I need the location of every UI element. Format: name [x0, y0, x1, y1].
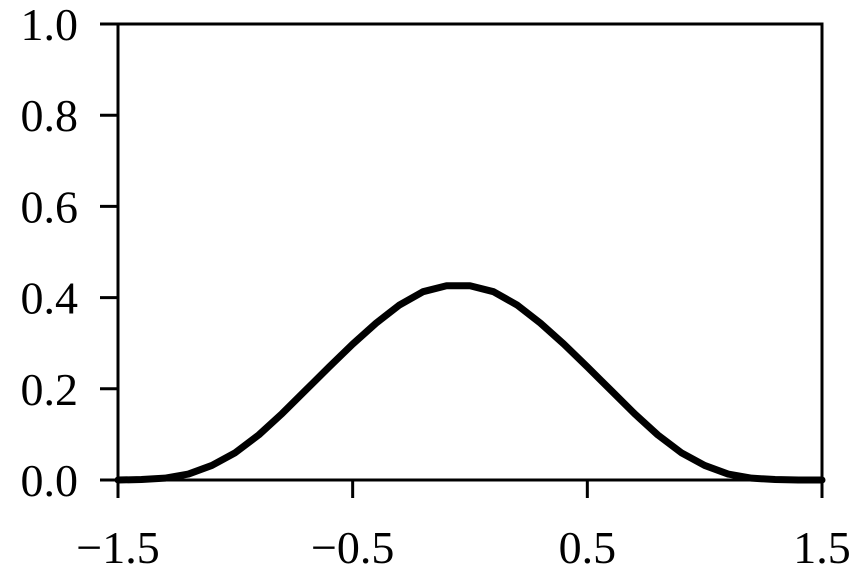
- plot-area: −1.5 −0.5 0.5 1.5 0.0 0.2 0.4 0.6 0.8 1.0: [21, 0, 851, 573]
- y-tick-label: 0.8: [21, 90, 79, 141]
- x-tick-label: 1.5: [793, 522, 851, 573]
- y-tick-label: 0.4: [21, 273, 79, 324]
- axes-frame: [116, 22, 824, 482]
- tick-labels: −1.5 −0.5 0.5 1.5 0.0 0.2 0.4 0.6 0.8 1.0: [21, 0, 851, 573]
- y-tick-label: 0.0: [21, 455, 79, 506]
- x-tick-label: 0.5: [559, 522, 617, 573]
- y-tick-label: 0.2: [21, 364, 79, 415]
- series-layer: [114, 282, 826, 484]
- x-tick-label: −1.5: [76, 522, 159, 573]
- series-line: [114, 282, 826, 484]
- x-tick-label: −0.5: [311, 522, 394, 573]
- y-tick-label: 1.0: [21, 0, 79, 50]
- ticks: [100, 22, 824, 498]
- y-tick-label: 0.6: [21, 181, 79, 232]
